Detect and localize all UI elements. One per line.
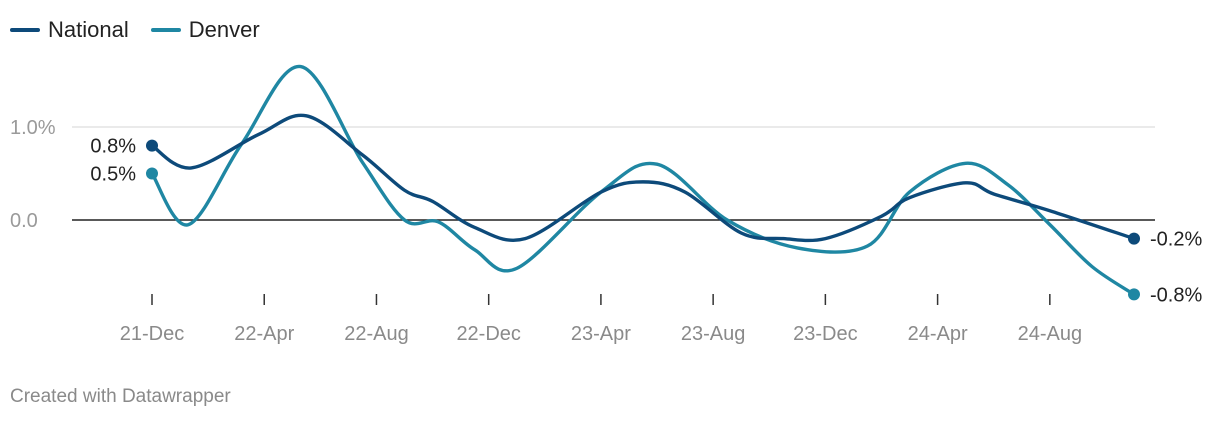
- start-point-national: [146, 139, 158, 152]
- start-label-national: 0.8%: [90, 136, 136, 158]
- x-tick-label-8: 24-Aug: [1018, 323, 1083, 345]
- y-tick-label-1: 0.0: [10, 210, 38, 232]
- end-label-denver: -0.8%: [1150, 284, 1202, 306]
- x-tick-label-6: 23-Dec: [793, 323, 857, 345]
- x-tick-label-0: 21-Dec: [120, 323, 184, 345]
- x-tick-label-7: 24-Apr: [908, 323, 968, 345]
- x-tick-label-4: 23-Apr: [571, 323, 631, 345]
- legend-label-national: National: [48, 17, 129, 42]
- legend-item-denver[interactable]: Denver: [150, 17, 260, 43]
- start-point-denver: [146, 167, 158, 180]
- footer-credit: Created with Datawrapper: [10, 386, 231, 407]
- series-line-national: [150, 113, 1136, 243]
- x-tick-label-3: 22-Dec: [456, 323, 520, 345]
- y-tick-label-0: 1.0%: [10, 117, 56, 139]
- start-label-denver: 0.5%: [90, 164, 136, 186]
- x-tick-label-1: 22-Apr: [234, 323, 294, 345]
- legend-item-national[interactable]: National: [10, 17, 129, 43]
- x-tick-label-5: 23-Aug: [681, 323, 746, 345]
- legend-label-denver: Denver: [188, 17, 260, 42]
- end-label-national: -0.2%: [1150, 229, 1202, 251]
- x-tick-label-2: 22-Aug: [344, 323, 409, 345]
- legend-swatch-denver: [150, 28, 181, 32]
- end-point-denver: [1128, 288, 1140, 301]
- legend: National Denver: [10, 17, 260, 43]
- end-point-national: [1128, 232, 1140, 245]
- legend-swatch-national: [10, 28, 40, 32]
